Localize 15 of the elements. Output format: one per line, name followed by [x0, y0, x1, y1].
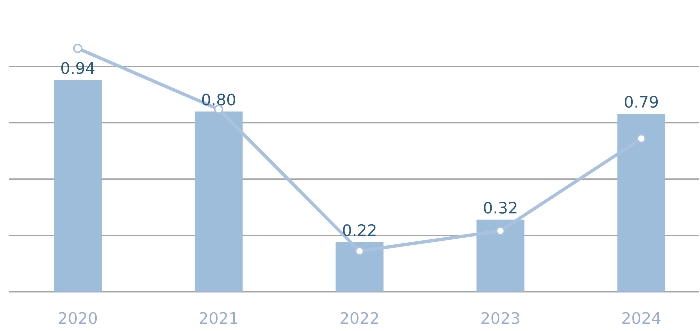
x-tick-label: 2024 [622, 312, 661, 324]
x-tick-label: 2022 [340, 312, 378, 324]
point [496, 226, 506, 236]
x-tick-label: 2020 [59, 312, 98, 324]
x-tick-label: 2021 [200, 312, 238, 324]
point [73, 44, 83, 54]
data-label: 0.22 [343, 224, 376, 236]
data-label: 0.80 [202, 94, 236, 106]
data-label: 0.32 [484, 202, 517, 214]
x-tick-label: 2023 [482, 312, 520, 324]
bar [54, 80, 102, 292]
data-label: 0.94 [62, 62, 95, 74]
data-label: 0.79 [625, 96, 658, 108]
point [636, 134, 646, 144]
point [355, 246, 365, 256]
